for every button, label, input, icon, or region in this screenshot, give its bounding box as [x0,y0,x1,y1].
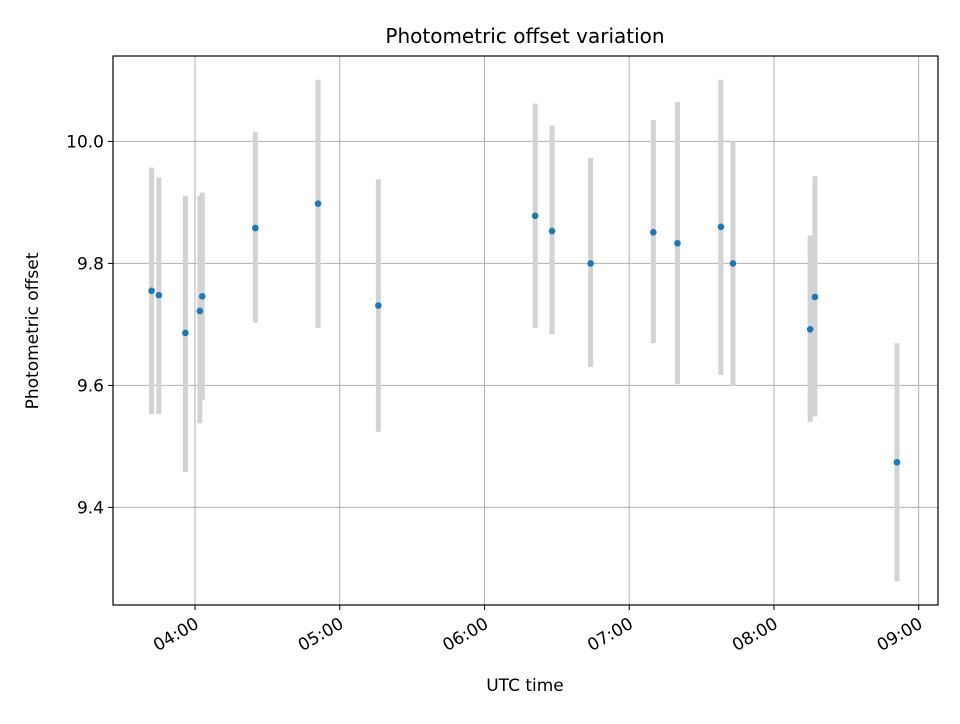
plot-frame [112,55,939,606]
y-tick-label: 9.6 [77,376,104,396]
data-point [252,224,259,232]
data-point [674,239,681,247]
y-axis-title: Photometric offset [23,252,43,409]
data-point [314,200,322,207]
data-point [155,291,163,299]
plot-area [113,56,938,605]
x-axis-title: UTC time [486,676,564,696]
data-point [806,325,814,333]
data-point [548,227,556,235]
y-axis-ticks: 9.4 9.6 9.8 10.0 [66,132,113,518]
y-tick-label: 9.4 [77,498,104,518]
data-point [196,307,204,315]
grid-lines [113,56,938,605]
data-point [717,223,725,231]
data-point [148,287,155,295]
data-point [198,293,206,300]
chart-title: Photometric offset variation [385,24,664,48]
data-point [375,302,382,309]
data-point [811,293,819,301]
data-point [650,228,657,236]
data-point [893,458,901,466]
y-tick-label: 9.8 [77,254,104,274]
data-point [531,212,539,220]
data-point [182,329,189,337]
data-point [729,260,737,267]
data-points [148,200,901,466]
data-point [587,260,594,267]
y-tick-label: 10.0 [66,132,104,152]
